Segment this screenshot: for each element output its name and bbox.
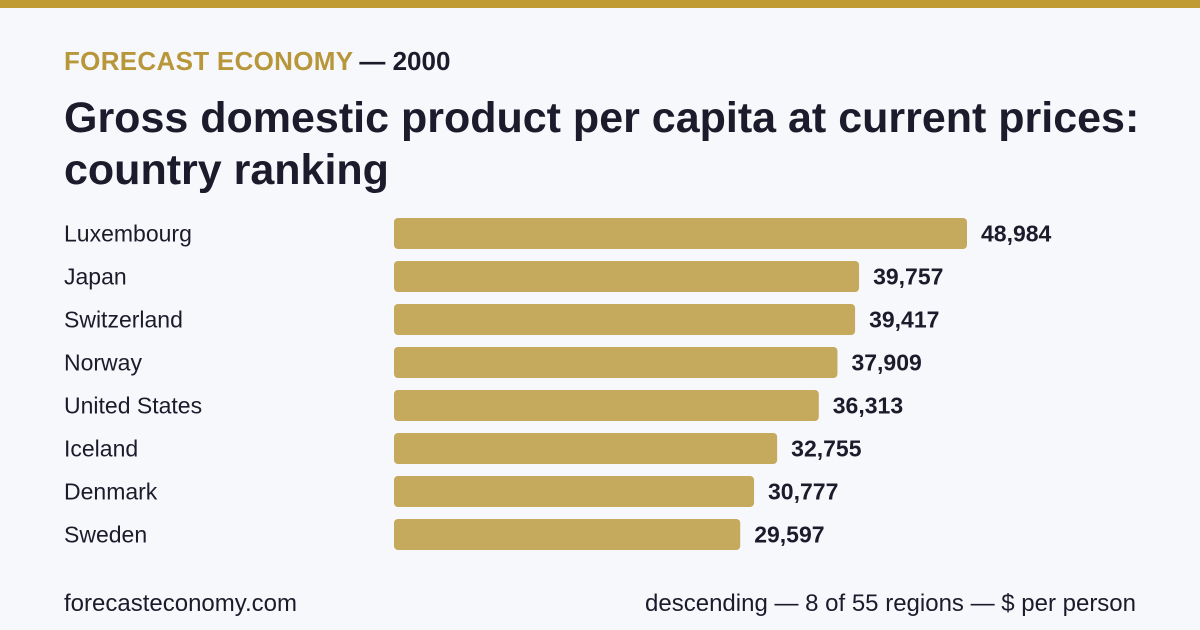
category-label: Sweden bbox=[64, 522, 147, 548]
bar bbox=[394, 218, 967, 249]
bar-chart: Luxembourg 48,984 Japan 39,757 Switzerland 39… bbox=[64, 218, 1052, 550]
category-label: Switzerland bbox=[64, 307, 183, 333]
bar bbox=[394, 433, 778, 464]
value-label: 37,909 bbox=[851, 350, 921, 376]
category-label: Luxembourg bbox=[64, 221, 192, 247]
bar-row: Iceland 32,755 bbox=[64, 433, 862, 464]
year-label: — 2000 bbox=[359, 46, 451, 76]
category-label: Norway bbox=[64, 350, 142, 376]
value-label: 36,313 bbox=[833, 393, 903, 419]
bar-row: Japan 39,757 bbox=[64, 261, 943, 292]
bar-row: United States 36,313 bbox=[64, 390, 903, 421]
category-label: Iceland bbox=[64, 436, 138, 462]
bar bbox=[394, 261, 860, 292]
bar bbox=[394, 304, 856, 335]
header: FORECAST ECONOMY — 2000 Gross domestic p… bbox=[64, 44, 1144, 196]
footer-note: descending — 8 of 55 regions — $ per per… bbox=[645, 590, 1136, 617]
source-link[interactable]: forecasteconomy.com bbox=[64, 590, 297, 617]
bar bbox=[394, 519, 741, 550]
bar-row: Norway 37,909 bbox=[64, 347, 922, 378]
bar-row: Switzerland 39,417 bbox=[64, 304, 939, 335]
bar bbox=[394, 347, 838, 378]
category-label: Denmark bbox=[64, 479, 158, 505]
value-label: 39,757 bbox=[873, 264, 943, 290]
bar-row: Sweden 29,597 bbox=[64, 519, 825, 550]
category-label: United States bbox=[64, 393, 202, 419]
category-label: Japan bbox=[64, 264, 127, 290]
value-label: 30,777 bbox=[768, 479, 838, 505]
page-title: Gross domestic product per capita at cur… bbox=[64, 94, 1140, 194]
bar-row: Denmark 30,777 bbox=[64, 476, 838, 507]
eyebrow: FORECAST ECONOMY — 2000 bbox=[64, 44, 1144, 78]
footer: forecasteconomy.com descending — 8 of 55… bbox=[64, 588, 1136, 620]
value-label: 48,984 bbox=[981, 221, 1052, 247]
bar bbox=[394, 476, 755, 507]
bar bbox=[394, 390, 819, 421]
value-label: 39,417 bbox=[869, 307, 939, 333]
top-accent-rule bbox=[0, 0, 1200, 8]
value-label: 32,755 bbox=[791, 436, 862, 462]
brand-name: FORECAST ECONOMY bbox=[64, 46, 354, 76]
value-label: 29,597 bbox=[754, 522, 824, 548]
bar-row: Luxembourg 48,984 bbox=[64, 218, 1052, 249]
